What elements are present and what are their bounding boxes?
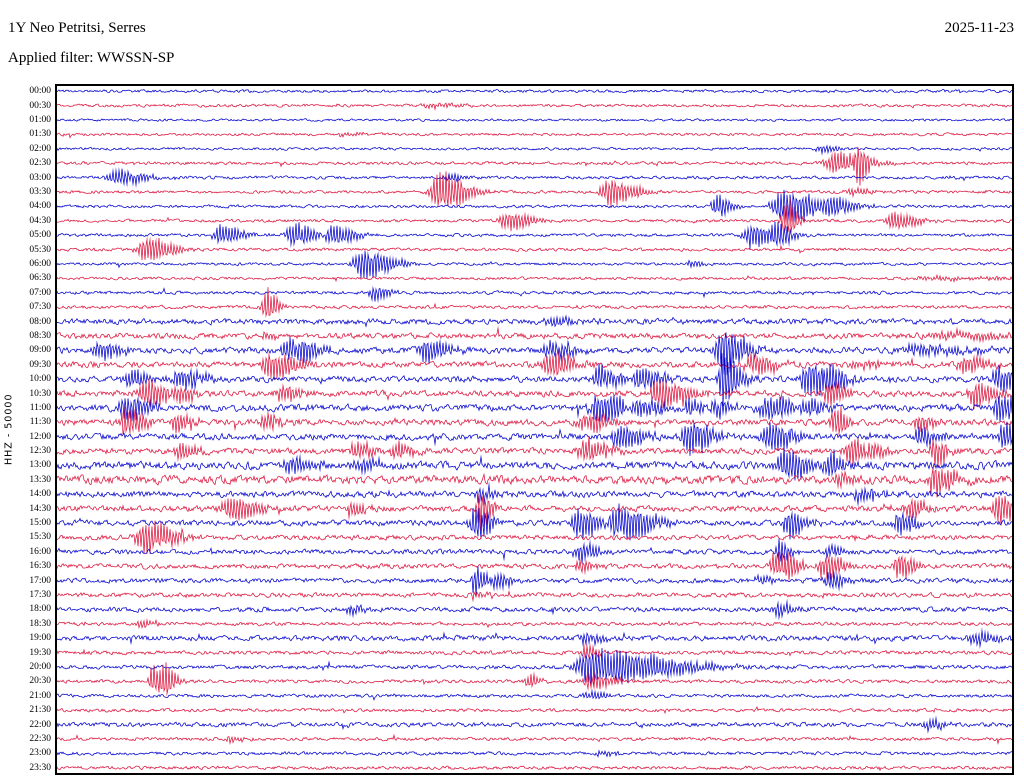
time-label: 04:30 [29,215,51,226]
time-label: 11:30 [29,417,51,428]
time-label: 14:00 [29,489,51,500]
time-label: 00:30 [29,100,51,111]
time-label: 22:30 [29,734,51,744]
time-label: 12:00 [29,431,51,442]
time-label: 13:30 [29,474,51,485]
time-label: 18:30 [29,618,51,629]
filter-label: Applied filter: WWSSN-SP [8,50,175,66]
time-label: 10:30 [29,388,51,399]
time-label: 06:00 [29,258,51,269]
time-label: 23:00 [29,748,51,759]
plot-border [55,84,1014,775]
time-label: 06:30 [29,273,51,284]
time-label: 21:00 [29,690,51,701]
time-label: 07:30 [29,302,51,313]
time-label: 15:30 [29,532,51,543]
time-label: 23:30 [29,762,51,773]
time-label: 05:00 [29,230,51,241]
time-label: 09:00 [29,345,51,356]
time-label: 18:00 [29,604,51,615]
time-label: 02:30 [29,158,51,169]
time-label: 08:00 [29,316,51,327]
time-label: 11:00 [29,402,51,413]
time-label: 19:00 [29,633,51,644]
time-label: 16:00 [29,546,51,557]
time-label: 10:00 [29,374,51,385]
time-label: 17:30 [29,590,51,601]
time-label: 05:30 [29,244,51,255]
time-label: 15:00 [29,518,51,529]
time-label: 14:30 [29,503,51,514]
time-label: 19:30 [29,647,51,658]
time-label: 03:00 [29,172,51,183]
time-label: 16:30 [29,561,51,572]
time-label: 01:30 [29,129,51,140]
time-label: 21:30 [29,705,51,716]
date-label: 2025-11-23 [944,20,1014,36]
time-label: 01:00 [29,114,51,125]
time-label: 03:30 [29,186,51,197]
time-label: 07:00 [29,287,51,298]
time-label: 04:00 [29,201,51,212]
station-title: 1Y Neo Petritsi, Serres [8,20,146,36]
time-label: 00:00 [29,86,51,97]
time-label: 12:30 [29,446,51,457]
time-label: 20:30 [29,676,51,687]
time-label: 08:30 [29,330,51,341]
time-label: 09:30 [29,359,51,370]
time-label: 20:00 [29,662,51,673]
time-label: 17:00 [29,575,51,586]
time-label: 02:00 [29,143,51,154]
time-label: 22:00 [29,719,51,730]
time-label: 13:00 [29,460,51,471]
